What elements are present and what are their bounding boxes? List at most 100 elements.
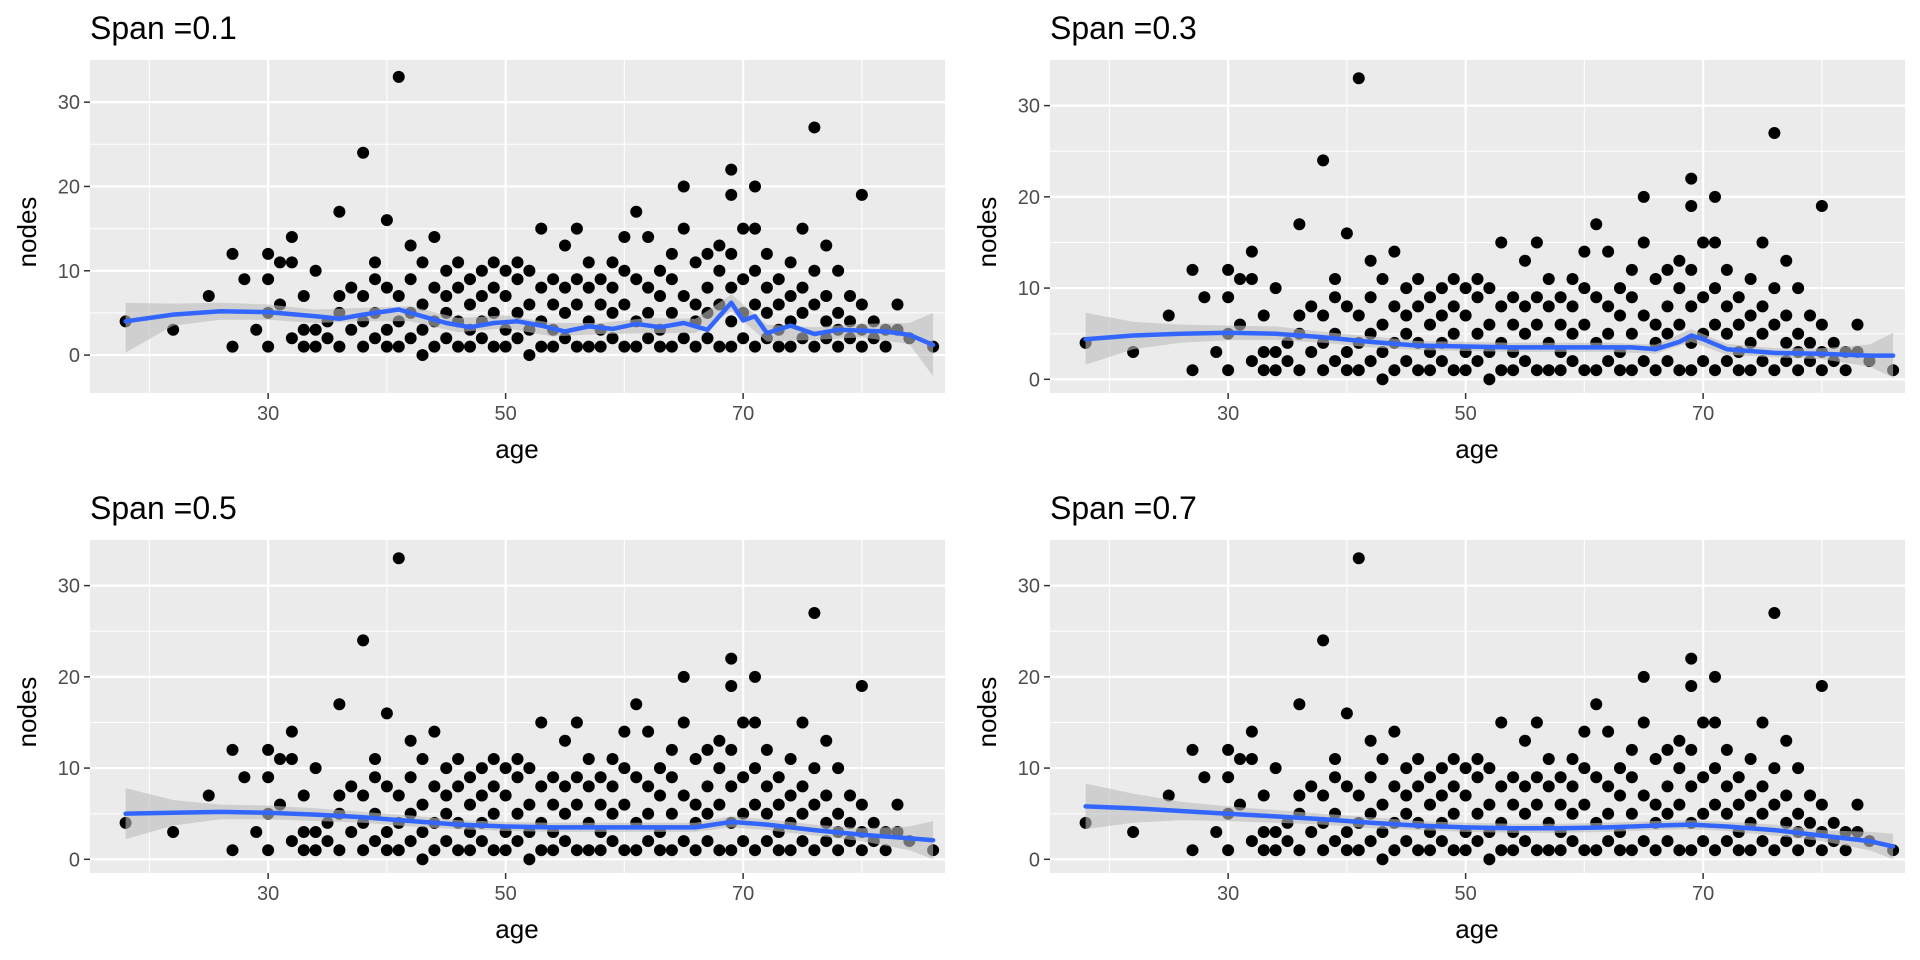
- data-point: [1340, 227, 1353, 240]
- data-point: [1709, 190, 1721, 203]
- data-point: [487, 281, 500, 294]
- data-point: [1352, 844, 1365, 857]
- data-point: [285, 231, 298, 244]
- data-point: [1293, 698, 1306, 711]
- data-point: [1447, 844, 1460, 857]
- data-point: [1352, 364, 1365, 377]
- data-point: [1851, 318, 1864, 331]
- data-point: [1305, 780, 1318, 793]
- data-point: [309, 762, 322, 775]
- y-tick-label: 10: [1018, 758, 1040, 780]
- data-point: [1697, 291, 1710, 304]
- data-point: [333, 340, 346, 353]
- data-point: [1602, 780, 1615, 793]
- data-point: [784, 340, 797, 353]
- data-point: [1471, 807, 1484, 820]
- data-point: [1732, 844, 1745, 857]
- data-point: [1839, 844, 1852, 857]
- data-point: [404, 273, 417, 286]
- data-point: [1709, 282, 1721, 295]
- data-point: [796, 281, 809, 294]
- y-tick-label: 20: [1018, 187, 1040, 209]
- data-point: [285, 256, 298, 269]
- data-point: [309, 264, 322, 277]
- data-point: [867, 816, 880, 829]
- data-point: [475, 290, 488, 303]
- data-point: [772, 298, 785, 311]
- data-point: [499, 762, 512, 775]
- data-point: [392, 340, 405, 353]
- data-point: [1507, 318, 1520, 331]
- data-point: [1744, 272, 1757, 285]
- data-point: [1649, 844, 1662, 857]
- data-point: [1815, 318, 1828, 331]
- data-point: [1590, 771, 1603, 784]
- data-point: [1281, 835, 1294, 848]
- data-point: [404, 771, 417, 784]
- data-point: [416, 256, 429, 269]
- data-point: [749, 670, 761, 683]
- data-point: [369, 752, 381, 765]
- data-point: [511, 752, 524, 765]
- data-point: [464, 771, 476, 784]
- data-point: [499, 789, 512, 802]
- data-point: [1566, 300, 1579, 313]
- data-point: [1459, 364, 1472, 377]
- data-point: [404, 332, 417, 345]
- data-point: [1649, 752, 1662, 765]
- data-point: [1744, 789, 1757, 802]
- data-point: [1744, 364, 1757, 377]
- data-point: [440, 264, 453, 277]
- data-point: [1768, 606, 1781, 619]
- data-point: [1792, 282, 1805, 295]
- data-point: [1614, 364, 1626, 377]
- data-point: [1637, 789, 1650, 802]
- data-point: [725, 247, 738, 260]
- data-point: [1709, 716, 1721, 729]
- data-point: [499, 844, 512, 857]
- data-point: [1661, 835, 1674, 848]
- data-point: [1293, 789, 1306, 802]
- data-point: [749, 844, 761, 857]
- data-point: [1756, 355, 1769, 368]
- data-point: [1542, 364, 1555, 377]
- data-point: [665, 844, 678, 857]
- data-point: [1566, 780, 1579, 793]
- data-point: [1815, 199, 1828, 212]
- data-point: [1554, 844, 1567, 857]
- data-point: [1471, 835, 1484, 848]
- data-point: [582, 340, 595, 353]
- data-point: [380, 281, 393, 294]
- data-point: [1697, 236, 1710, 249]
- data-point: [1768, 798, 1781, 811]
- data-point: [1471, 272, 1484, 285]
- data-point: [618, 340, 631, 353]
- data-point: [321, 332, 334, 345]
- data-point: [523, 349, 536, 362]
- data-point: [642, 306, 655, 319]
- data-point: [1697, 716, 1710, 729]
- data-point: [689, 256, 702, 269]
- data-point: [1471, 291, 1484, 304]
- data-point: [725, 163, 738, 176]
- data-point: [1210, 825, 1223, 838]
- data-point: [357, 634, 370, 647]
- data-point: [820, 789, 833, 802]
- data-point: [1388, 780, 1401, 793]
- data-point: [796, 780, 809, 793]
- data-point: [1768, 844, 1781, 857]
- data-point: [1495, 844, 1508, 857]
- data-point: [832, 264, 845, 277]
- data-point: [464, 340, 476, 353]
- data-point: [1400, 789, 1413, 802]
- data-point: [1471, 327, 1484, 340]
- data-point: [844, 789, 856, 802]
- data-point: [452, 281, 465, 294]
- data-point: [1162, 789, 1175, 802]
- data-point: [677, 222, 690, 235]
- data-point: [689, 844, 702, 857]
- x-tick-label: 30: [257, 883, 279, 905]
- panel-span-0-1: Span =0.1 age nodes 30 50 70 0 10 20 30: [12, 10, 945, 464]
- data-point: [1780, 355, 1793, 368]
- data-point: [677, 290, 690, 303]
